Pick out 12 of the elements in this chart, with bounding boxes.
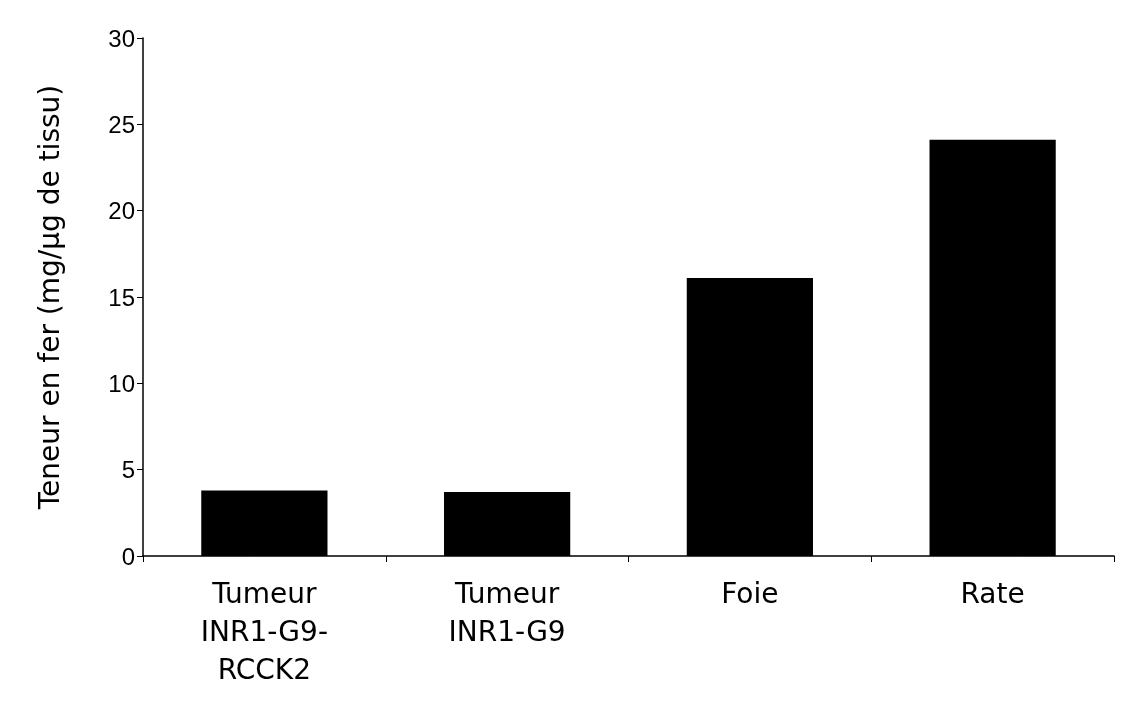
- y-tick-label: 30: [108, 24, 135, 52]
- x-tick-label: Tumeur INR1-G9- RCCK2: [200, 576, 328, 686]
- y-tick-label: 25: [108, 110, 135, 138]
- y-tick-label: 10: [108, 369, 135, 397]
- y-tick-label: 15: [108, 283, 135, 311]
- y-tick-label: 5: [121, 456, 135, 484]
- x-tick-label: Rate: [960, 576, 1025, 610]
- y-tick-label: 20: [108, 197, 135, 225]
- x-tick-label: Foie: [721, 576, 779, 610]
- y-axis-title: Teneur en fer (mg/µg de tissu): [32, 84, 66, 511]
- y-tick-label: 0: [121, 542, 135, 570]
- x-tick-label: Tumeur INR1-G9: [448, 576, 566, 648]
